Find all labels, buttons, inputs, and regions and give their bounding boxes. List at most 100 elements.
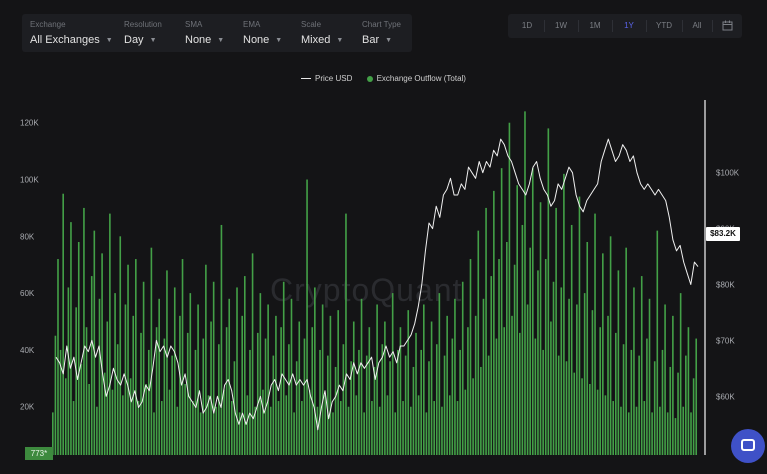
outflow-bar	[461, 281, 464, 455]
outflow-bar	[225, 327, 228, 455]
range-1m-button[interactable]: 1M	[589, 21, 601, 30]
outflow-bar	[132, 315, 135, 455]
outflow-bar	[52, 412, 54, 455]
range-all-button[interactable]: All	[692, 21, 702, 30]
sma-select[interactable]: SMA None ▼	[185, 14, 224, 48]
outflow-bar	[599, 327, 602, 455]
outflow-bar	[231, 401, 233, 455]
outflow-bar	[262, 389, 264, 455]
outflow-bar	[537, 270, 539, 455]
exchange-value: All Exchanges	[30, 34, 100, 46]
outflow-bar	[602, 253, 604, 455]
outflow-bar	[319, 349, 321, 455]
outflow-bar	[433, 401, 435, 455]
outflow-bar	[342, 344, 345, 455]
outflow-bar	[70, 222, 72, 455]
outflow-bar	[459, 349, 461, 455]
divider	[682, 20, 683, 32]
outflow-bar	[158, 298, 160, 455]
outflow-bar	[410, 406, 412, 455]
outflow-bar	[147, 349, 150, 455]
outflow-bar	[54, 335, 57, 455]
outflow-bar	[181, 259, 184, 455]
legend-item-price[interactable]: Price USD	[301, 74, 352, 83]
range-ytd-button[interactable]: YTD	[656, 21, 672, 30]
outflow-bar	[609, 236, 612, 455]
exchange-label: Exchange	[30, 20, 66, 29]
chevron-down-icon: ▼	[336, 37, 344, 44]
outflow-bar	[314, 287, 316, 455]
outflow-bar	[301, 401, 303, 455]
outflow-bar	[88, 384, 90, 455]
outflow-bar	[583, 293, 586, 455]
outflow-bar	[329, 315, 332, 455]
ema-label: EMA	[243, 20, 261, 29]
left-axis-tick-label: 40K	[20, 346, 35, 355]
ema-select[interactable]: EMA None ▼	[243, 14, 282, 48]
chart-type-label: Chart Type	[362, 20, 401, 29]
outflow-bar	[241, 315, 243, 455]
outflow-bar	[254, 406, 256, 455]
outflow-bar	[106, 321, 109, 455]
outflow-bar	[282, 281, 285, 455]
outflow-bar	[332, 412, 334, 455]
outflow-bar	[384, 321, 386, 455]
legend-price-label: Price USD	[315, 74, 353, 83]
resolution-label: Resolution	[124, 20, 162, 29]
legend-item-outflow[interactable]: Exchange Outflow (Total)	[366, 74, 466, 83]
outflow-bar	[495, 338, 498, 455]
chat-support-button[interactable]	[731, 429, 765, 463]
outflow-bar	[308, 389, 311, 455]
outflow-bar	[199, 412, 202, 455]
outflow-bar	[194, 349, 197, 455]
outflow-bar	[635, 406, 638, 455]
outflow-bar	[682, 406, 685, 455]
outflow-bar	[249, 349, 251, 455]
outflow-bar	[75, 307, 77, 455]
scale-select[interactable]: Scale Mixed ▼	[301, 14, 343, 48]
outflow-bar	[612, 401, 614, 455]
exchange-select[interactable]: Exchange All Exchanges ▼	[30, 14, 113, 48]
outflow-bar	[448, 395, 451, 455]
outflow-bar	[472, 378, 474, 455]
outflow-bar	[85, 327, 88, 455]
outflow-bar	[454, 298, 456, 455]
outflow-bar	[171, 355, 173, 455]
outflow-bar	[111, 389, 114, 455]
time-range-selector: 1D 1W 1M 1Y YTD All	[508, 14, 742, 38]
range-1y-button[interactable]: 1Y	[624, 21, 634, 30]
outflow-bar	[64, 378, 67, 455]
outflow-bar	[648, 298, 651, 455]
range-1w-button[interactable]: 1W	[555, 21, 567, 30]
outflow-bar	[552, 281, 555, 455]
legend-outflow-label: Exchange Outflow (Total)	[376, 74, 466, 83]
outflow-bar	[173, 287, 176, 455]
outflow-bar	[352, 321, 355, 455]
outflow-bar	[197, 304, 199, 455]
chart-type-select[interactable]: Chart Type Bar ▼	[362, 14, 401, 48]
outflow-bar	[531, 168, 534, 455]
outflow-bar	[464, 389, 467, 455]
outflow-bar	[145, 384, 148, 455]
outflow-bar	[666, 412, 669, 455]
outflow-bar	[573, 372, 576, 455]
outflow-bar	[365, 355, 368, 455]
outflow-bar	[685, 355, 687, 455]
left-axis-tick-label: 20K	[20, 403, 35, 412]
outflow-bar	[467, 327, 469, 455]
outflow-bar	[386, 395, 389, 455]
resolution-select[interactable]: Resolution Day ▼	[124, 14, 162, 48]
outflow-bar	[518, 332, 521, 455]
calendar-button[interactable]	[714, 14, 740, 38]
outflow-bar	[487, 355, 490, 455]
outflow-bar	[394, 412, 397, 455]
outflow-bar	[630, 349, 633, 455]
left-axis-tick-label: 60K	[20, 289, 35, 298]
range-1d-button[interactable]: 1D	[521, 21, 533, 30]
outflow-bar	[210, 321, 212, 455]
outflow-bar	[337, 310, 339, 455]
outflow-bar	[555, 207, 557, 455]
outflow-bar	[90, 276, 93, 455]
outflow-bar	[355, 395, 358, 455]
outflow-bar	[256, 332, 259, 455]
